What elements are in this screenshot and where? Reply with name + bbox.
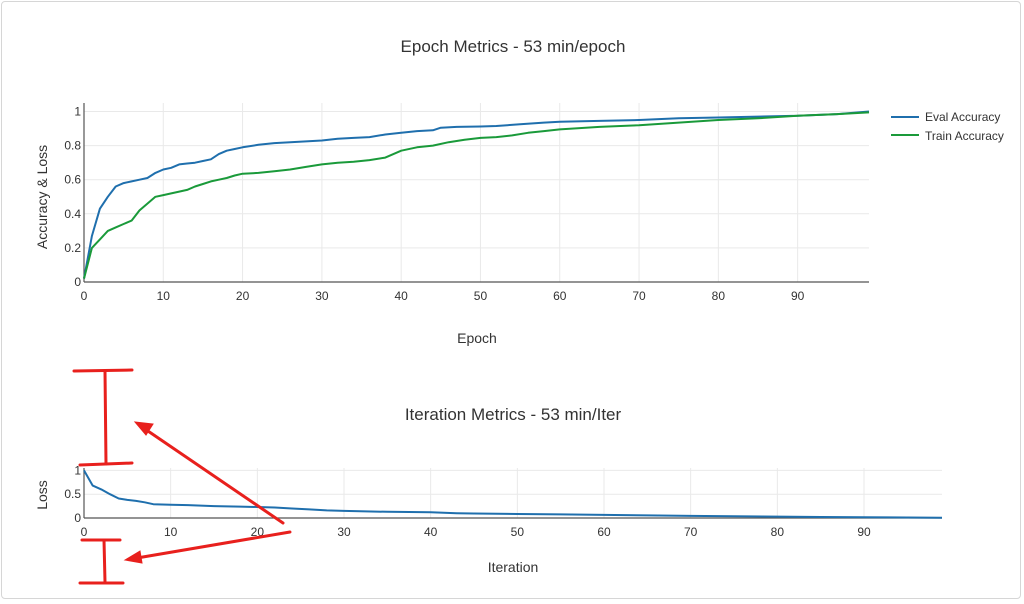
annotation-arrow-up-shaft [143,427,285,525]
epoch-series-eval-accuracy-line [83,110,870,279]
iteration-x-tick-label: 90 [857,525,871,539]
annotation-arrow-up-head-icon [133,421,154,436]
epoch-x-tick-label: 70 [632,289,646,303]
epoch-x-tick-label: 0 [81,289,88,303]
iteration-y-tick-label: 0.5 [64,487,81,501]
annotation-bottom-bar-stem [102,538,107,584]
iteration-y-tick-label: 1 [74,463,81,477]
iteration-chart-title: Iteration Metrics - 53 min/Iter [405,405,622,424]
iteration-x-tick-label: 30 [337,525,351,539]
iteration-y-ticks: 00.51 [64,463,81,525]
iteration-gridlines [84,468,942,518]
epoch-y-tick-label: 1 [74,105,81,119]
epoch-x-tick-label: 40 [394,289,408,303]
epoch-x-axis-title: Epoch [457,330,497,346]
legend-label-train-accuracy: Train Accuracy [925,129,1004,143]
iteration-x-tick-label: 50 [511,525,525,539]
epoch-x-tick-label: 20 [236,289,250,303]
iteration-metrics-chart: Iteration Metrics - 53 min/Iter 0 10 20 30 4… [34,405,943,575]
red-annotations [72,368,292,585]
epoch-series-train-accuracy-line [83,111,870,279]
epoch-y-tick-label: 0 [74,275,81,289]
annotation-arrow-left-shaft [135,530,292,560]
epoch-x-tick-label: 30 [315,289,329,303]
iteration-series-lines [83,469,943,519]
epoch-y-tick-label: 0.8 [64,139,81,153]
iteration-x-tick-label: 80 [771,525,785,539]
iteration-x-ticks: 0 10 20 30 40 50 60 70 80 90 [81,525,871,539]
iteration-series-loss-line [83,469,943,519]
epoch-x-ticks: 0 10 20 30 40 50 60 70 80 90 [81,289,805,303]
annotation-top-bar-upper [72,368,134,373]
annotation-top-bar-stem [103,369,108,466]
iteration-x-tick-label: 0 [81,525,88,539]
legend-label-eval-accuracy: Eval Accuracy [925,110,1000,124]
epoch-chart-title: Epoch Metrics - 53 min/epoch [401,37,626,56]
iteration-x-tick-label: 60 [597,525,611,539]
epoch-x-tick-label: 80 [712,289,726,303]
epoch-gridlines [84,103,869,282]
epoch-legend[interactable]: Eval Accuracy Train Accuracy [891,110,1004,143]
epoch-x-tick-label: 10 [157,289,171,303]
legend-item-train-accuracy[interactable]: Train Accuracy [891,129,1004,143]
annotation-top-bar-lower [78,461,134,467]
epoch-y-axis-title: Accuracy & Loss [34,145,50,249]
epoch-series-lines [83,110,870,279]
iteration-x-tick-label: 70 [684,525,698,539]
iteration-x-tick-label: 40 [424,525,438,539]
legend-item-eval-accuracy[interactable]: Eval Accuracy [891,110,1000,124]
epoch-x-tick-label: 50 [474,289,488,303]
epoch-y-tick-label: 0.6 [64,173,81,187]
annotation-arrow-left-head-icon [123,550,143,564]
epoch-y-tick-label: 0.2 [64,241,81,255]
epoch-metrics-chart: Epoch Metrics - 53 min/epoch 0 10 20 30 40 50… [34,37,1004,346]
iteration-x-axis-title: Iteration [488,559,539,575]
iteration-x-tick-label: 10 [164,525,178,539]
iteration-y-axis-title: Loss [34,480,50,510]
iteration-y-tick-label: 0 [74,511,81,525]
epoch-y-tick-label: 0.4 [64,207,81,221]
epoch-y-ticks: 0 0.2 0.4 0.6 0.8 1 [64,105,81,289]
epoch-x-tick-label: 90 [791,289,805,303]
epoch-x-tick-label: 60 [553,289,567,303]
